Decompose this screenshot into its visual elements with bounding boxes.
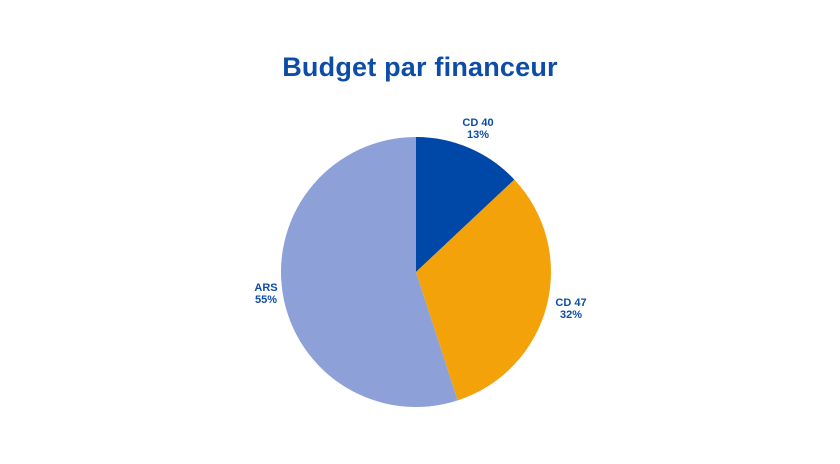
pie-slice-cd-40 [416, 137, 515, 272]
pie-slice-cd-47 [416, 179, 551, 401]
chart-title: Budget par financeur [282, 52, 558, 82]
slice-percent-label: 13% [467, 129, 489, 141]
pie-slices [281, 137, 551, 408]
pie-slice-ars [281, 137, 458, 408]
slice-name-label: ARS [254, 282, 277, 294]
slice-percent-label: 32% [560, 309, 582, 321]
slice-name-label: CD 47 [555, 297, 586, 309]
slice-name-label: CD 40 [462, 117, 493, 129]
slice-percent-label: 55% [255, 294, 277, 306]
